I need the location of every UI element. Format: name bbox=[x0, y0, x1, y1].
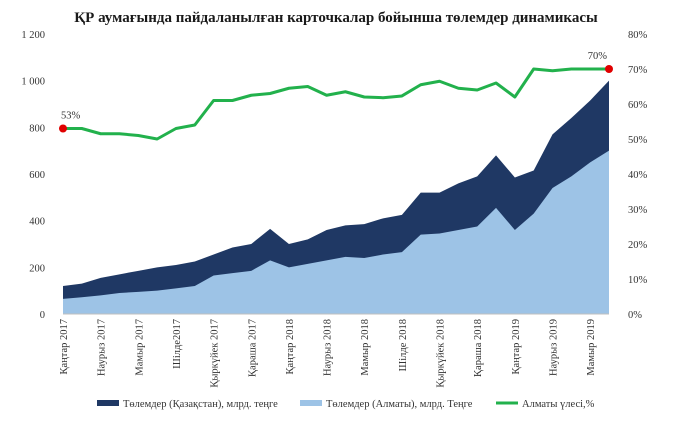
left-axis-tick-label: 400 bbox=[29, 217, 45, 228]
legend-label-2: Алматы үлесі,% bbox=[522, 399, 595, 410]
right-axis-tick-label: 20% bbox=[628, 240, 648, 251]
x-axis-tick-label: Қаңтар 2019 bbox=[511, 319, 522, 375]
area-series-1 bbox=[63, 150, 609, 314]
area-layer bbox=[63, 80, 609, 314]
right-axis-tick-label: 0% bbox=[628, 310, 642, 321]
left-axis-tick-label: 0 bbox=[40, 310, 45, 321]
left-axis-tick-label: 200 bbox=[29, 263, 45, 274]
x-axis-tick-label: Қыркүйек 2018 bbox=[436, 319, 447, 388]
x-axis-tick-label: Шілде 2018 bbox=[398, 319, 409, 371]
x-axis-tick-label: Қаңтар 2017 bbox=[59, 319, 70, 375]
x-axis-tick-label: Мамыр 2017 bbox=[134, 319, 145, 376]
point-data-label: 70% bbox=[588, 51, 608, 62]
line-series-2 bbox=[63, 67, 609, 141]
right-axis-tick-label: 70% bbox=[628, 65, 648, 76]
highlight-point-marker bbox=[59, 124, 67, 133]
x-axis-tick-label: Наурыз 2017 bbox=[97, 319, 108, 376]
legend-swatch-0 bbox=[97, 400, 119, 406]
legend-label-1: Төлемдер (Алматы), млрд. Теңге bbox=[326, 399, 473, 410]
legend-swatch-1 bbox=[300, 400, 322, 406]
x-axis-tick-label: Қараша 2018 bbox=[473, 319, 484, 377]
left-axis-tick-label: 1 000 bbox=[21, 77, 45, 88]
right-axis-tick-label: 50% bbox=[628, 135, 648, 146]
x-axis-tick-label: Қаңтар 2018 bbox=[285, 319, 296, 375]
legend: Төлемдер (Қазақстан), млрд. теңге Төлемде… bbox=[97, 399, 595, 410]
x-axis-tick-label: Мамыр 2019 bbox=[586, 319, 597, 376]
left-axis-tick-label: 600 bbox=[29, 170, 45, 181]
x-axis-tick-label: Наурыз 2018 bbox=[323, 319, 334, 376]
x-axis-tick-label: Мамыр 2018 bbox=[360, 319, 371, 376]
right-axis-tick-label: 40% bbox=[628, 170, 648, 181]
left-axis-tick-label: 800 bbox=[29, 123, 45, 134]
highlight-point-marker bbox=[605, 65, 613, 73]
point-data-label: 53% bbox=[61, 111, 81, 122]
chart-title: ҚР аумағында пайдаланылған карточкалар б… bbox=[74, 10, 598, 26]
legend-label-0: Төлемдер (Қазақстан), млрд. теңге bbox=[123, 399, 278, 410]
right-axis-tick-label: 80% bbox=[628, 30, 648, 41]
x-axis-tick-label: Қараша 2017 bbox=[247, 319, 258, 377]
x-axis-tick-label: Шілде2017 bbox=[172, 319, 183, 369]
right-axis-tick-label: 60% bbox=[628, 100, 648, 111]
axes-layer: 0 200 400 600 800 1 000 1 200 0% 10% 20% 30% 40% 50%… bbox=[21, 30, 647, 388]
line-layer: 53% 70% bbox=[59, 51, 613, 141]
right-axis-tick-label: 10% bbox=[628, 275, 648, 286]
left-axis-tick-label: 1 200 bbox=[21, 30, 45, 41]
right-axis-tick-label: 30% bbox=[628, 205, 648, 216]
x-axis-tick-label: Наурыз 2019 bbox=[549, 319, 560, 376]
x-axis-tick-label: Қыркүйек 2017 bbox=[210, 319, 221, 388]
